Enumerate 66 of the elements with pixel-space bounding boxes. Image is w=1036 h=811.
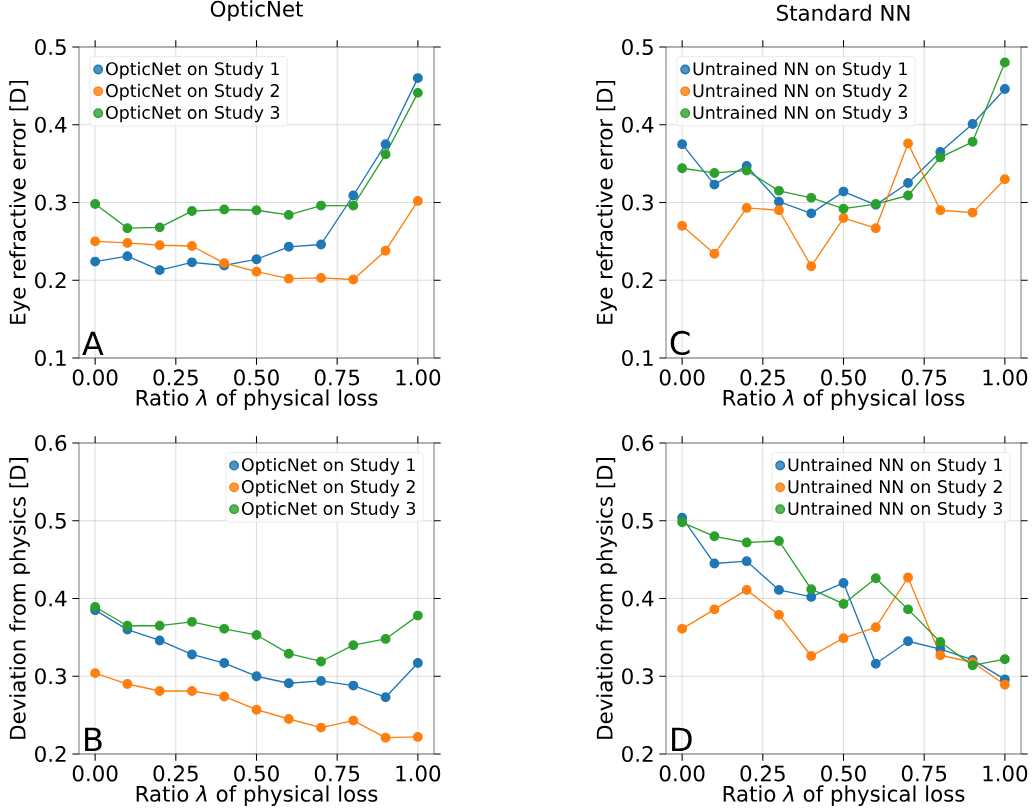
y-tick-label: 0.3 [35, 668, 66, 685]
x-axis-title: Ratio λ of physical loss [723, 389, 965, 410]
x-tick-label: 0.00 [72, 765, 118, 782]
x-tick-label: 0.00 [659, 765, 705, 782]
x-tick-label: 0.75 [901, 369, 947, 386]
x-tick-label: 0.25 [153, 765, 198, 782]
y-tick-label: 0.1 [35, 349, 66, 367]
x-tick-label: 0.50 [821, 765, 866, 782]
legend-label: Untrained NN on Study 1 [788, 457, 1002, 475]
legend-label: OpticNet on Study 3 [106, 105, 280, 123]
y-tick-label: 0.3 [622, 668, 653, 685]
y-tick-label: 0.5 [35, 512, 66, 529]
y-tick-label: 0.1 [622, 349, 653, 367]
chart-title: OpticNet [210, 0, 303, 21]
x-tick-label: 0.50 [234, 765, 279, 782]
x-tick-label: 0.50 [821, 369, 866, 386]
y-axis-title: Deviation from physics [D] [9, 457, 30, 739]
legend-label: Untrained NN on Study 3 [788, 501, 1003, 519]
y-tick-label: 0.4 [622, 116, 654, 133]
y-tick-label: 0.4 [35, 590, 67, 607]
y-axis-title: Eye refractive error [D] [596, 80, 617, 324]
legend-label: Untrained NN on Study 1 [693, 61, 907, 79]
y-tick-label: 0.4 [622, 590, 654, 607]
y-tick-label: 0.5 [35, 38, 66, 56]
x-tick-label: 0.75 [314, 765, 360, 782]
y-tick-label: 0.2 [622, 272, 653, 289]
x-tick-label: 1.00 [396, 765, 441, 782]
legend-label: Untrained NN on Study 2 [788, 479, 1002, 497]
annotation: B [85, 727, 102, 752]
y-tick-label: 0.6 [622, 434, 654, 452]
y-tick-label: 0.3 [35, 194, 66, 211]
legend-label: OpticNet on Study 1 [106, 61, 279, 79]
x-axis-title: Ratio λ of physical loss [723, 785, 965, 806]
y-tick-label: 0.4 [35, 116, 67, 133]
y-tick-label: 0.5 [622, 512, 653, 529]
legend-label: OpticNet on Study 2 [241, 479, 415, 497]
annotation: C [670, 330, 690, 356]
x-tick-label: 0.50 [234, 369, 279, 386]
annotation: A [82, 331, 104, 356]
y-axis-title: Eye refractive error [D] [9, 80, 30, 324]
x-tick-label: 0.75 [314, 369, 360, 386]
x-tick-label: 0.25 [740, 765, 785, 782]
x-tick-label: 0.00 [72, 369, 118, 386]
y-tick-label: 0.2 [35, 272, 66, 289]
y-tick-label: 0.5 [622, 38, 653, 56]
annotation: D [672, 727, 692, 752]
x-axis-title: Ratio λ of physical loss [136, 785, 378, 806]
legend-label: Untrained NN on Study 3 [693, 105, 908, 123]
legend-label: OpticNet on Study 3 [241, 501, 416, 519]
chart-title: Standard NN [777, 4, 910, 21]
x-tick-label: 1.00 [983, 369, 1028, 386]
x-tick-label: 0.25 [740, 369, 785, 386]
y-tick-label: 0.2 [35, 745, 66, 763]
x-tick-label: 0.00 [659, 369, 705, 386]
x-axis-title: Ratio λ of physical loss [136, 389, 378, 410]
legend-label: Untrained NN on Study 2 [693, 83, 907, 101]
y-tick-label: 0.3 [622, 194, 653, 211]
x-tick-label: 1.00 [396, 369, 441, 386]
x-tick-label: 0.25 [153, 369, 198, 386]
legend-label: OpticNet on Study 1 [241, 457, 415, 475]
x-tick-label: 0.75 [901, 765, 947, 782]
x-tick-label: 1.00 [983, 765, 1028, 782]
y-tick-label: 0.2 [622, 745, 653, 763]
y-tick-label: 0.6 [35, 434, 67, 452]
legend-label: OpticNet on Study 2 [106, 83, 279, 101]
y-axis-title: Deviation from physics [D] [596, 457, 617, 739]
